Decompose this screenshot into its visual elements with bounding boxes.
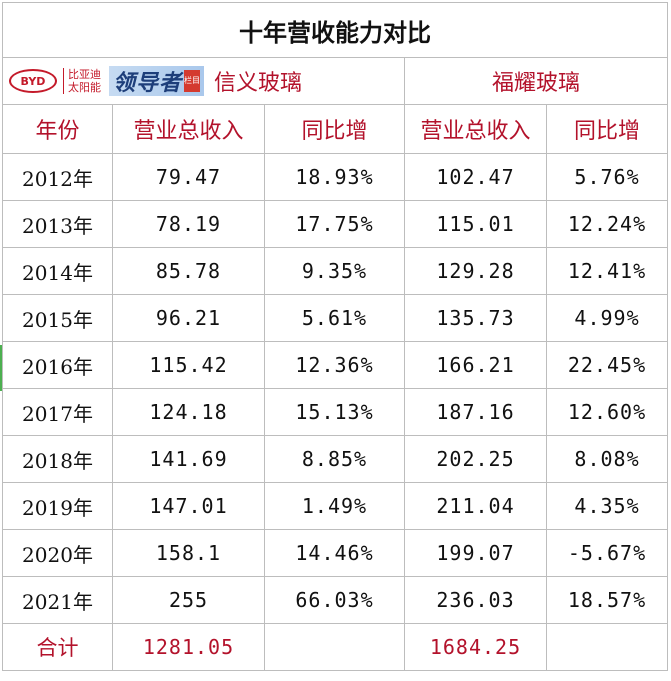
left-revenue-cell: 124.18 — [112, 388, 265, 436]
left-revenue-cell: 85.78 — [112, 247, 265, 295]
right-total-revenue: 1684.25 — [404, 623, 547, 671]
table-row: 2013年 78.19 17.75% 115.01 12.24% — [2, 200, 669, 248]
right-revenue-cell: 187.16 — [404, 388, 547, 436]
right-growth-cell: -5.67% — [545, 529, 669, 577]
year-cell: 2021年 — [2, 576, 113, 624]
left-growth-cell: 1.49% — [264, 482, 405, 530]
header-right-growth: 同比增 — [545, 104, 669, 154]
left-revenue-cell: 255 — [112, 576, 265, 624]
revenue-comparison-table: 十年营收能力对比 BYD 比亚迪 太阳能 领导者 栏目 信义玻璃 福耀玻璃 — [1, 2, 669, 671]
brand-banner-text: 领导者 — [113, 70, 183, 96]
left-revenue-cell: 79.47 — [112, 153, 265, 201]
left-revenue-cell: 115.42 — [112, 341, 265, 389]
left-growth-cell: 14.46% — [264, 529, 405, 577]
right-revenue-cell: 129.28 — [404, 247, 547, 295]
left-total-revenue: 1281.05 — [112, 623, 265, 671]
row-selection-marker — [0, 345, 2, 391]
brand-banner: 领导者 栏目 — [109, 66, 205, 96]
year-cell: 2015年 — [2, 294, 113, 342]
right-growth-cell: 18.57% — [545, 576, 669, 624]
year-cell: 2019年 — [2, 482, 113, 530]
left-revenue-cell: 158.1 — [112, 529, 265, 577]
year-cell: 2014年 — [2, 247, 113, 295]
total-row: 合计 1281.05 1684.25 — [2, 623, 669, 671]
table-row: 2016年 115.42 12.36% 166.21 22.45% — [2, 341, 669, 389]
right-growth-cell: 22.45% — [545, 341, 669, 389]
left-growth-cell: 5.61% — [264, 294, 405, 342]
table-row: 2020年 158.1 14.46% 199.07 -5.67% — [2, 529, 669, 577]
total-label: 合计 — [2, 623, 113, 671]
left-growth-cell: 9.35% — [264, 247, 405, 295]
right-growth-cell: 5.76% — [545, 153, 669, 201]
left-company-name: 信义玻璃 — [214, 71, 303, 96]
right-revenue-cell: 115.01 — [404, 200, 547, 248]
right-company-name: 福耀玻璃 — [403, 57, 669, 105]
right-growth-cell: 12.41% — [545, 247, 669, 295]
left-growth-cell: 18.93% — [264, 153, 405, 201]
right-revenue-cell: 102.47 — [404, 153, 547, 201]
left-revenue-cell: 96.21 — [112, 294, 265, 342]
byd-subtitle: 比亚迪 太阳能 — [63, 68, 101, 94]
right-revenue-cell: 199.07 — [404, 529, 547, 577]
right-growth-cell: 8.08% — [545, 435, 669, 483]
right-revenue-cell: 236.03 — [404, 576, 547, 624]
right-growth-cell: 4.35% — [545, 482, 669, 530]
brand-stamp-icon: 栏目 — [184, 70, 201, 92]
left-revenue-cell: 78.19 — [112, 200, 265, 248]
header-year: 年份 — [2, 104, 113, 154]
left-growth-cell: 8.85% — [264, 435, 405, 483]
right-revenue-cell: 211.04 — [404, 482, 547, 530]
table-row: 2014年 85.78 9.35% 129.28 12.41% — [2, 247, 669, 295]
table-row: 2018年 141.69 8.85% 202.25 8.08% — [2, 435, 669, 483]
year-cell: 2016年 — [2, 341, 113, 389]
year-cell: 2012年 — [2, 153, 113, 201]
right-growth-cell: 4.99% — [545, 294, 669, 342]
left-revenue-cell: 147.01 — [112, 482, 265, 530]
right-total-growth-empty — [545, 623, 669, 671]
right-growth-cell: 12.24% — [545, 200, 669, 248]
right-revenue-cell: 166.21 — [404, 341, 547, 389]
table-row: 2021年 255 66.03% 236.03 18.57% — [2, 576, 669, 624]
year-cell: 2017年 — [2, 388, 113, 436]
left-growth-cell: 17.75% — [264, 200, 405, 248]
right-revenue-cell: 135.73 — [404, 294, 547, 342]
right-revenue-cell: 202.25 — [404, 435, 547, 483]
left-growth-cell: 15.13% — [264, 388, 405, 436]
left-revenue-cell: 141.69 — [112, 435, 265, 483]
left-total-growth-empty — [264, 623, 405, 671]
table-row: 2019年 147.01 1.49% 211.04 4.35% — [2, 482, 669, 530]
byd-logo-icon: BYD — [9, 69, 57, 93]
year-cell: 2020年 — [2, 529, 113, 577]
table-title: 十年营收能力对比 — [1, 2, 669, 58]
right-growth-cell: 12.60% — [545, 388, 669, 436]
year-cell: 2018年 — [2, 435, 113, 483]
left-growth-cell: 12.36% — [264, 341, 405, 389]
table-row: 2017年 124.18 15.13% 187.16 12.60% — [2, 388, 669, 436]
table-row: 2012年 79.47 18.93% 102.47 5.76% — [2, 153, 669, 201]
year-cell: 2013年 — [2, 200, 113, 248]
left-company-header: BYD 比亚迪 太阳能 领导者 栏目 信义玻璃 — [2, 57, 405, 105]
header-left-growth: 同比增 — [264, 104, 405, 154]
table-row: 2015年 96.21 5.61% 135.73 4.99% — [2, 294, 669, 342]
header-left-revenue: 营业总收入 — [112, 104, 265, 154]
left-growth-cell: 66.03% — [264, 576, 405, 624]
header-right-revenue: 营业总收入 — [404, 104, 547, 154]
